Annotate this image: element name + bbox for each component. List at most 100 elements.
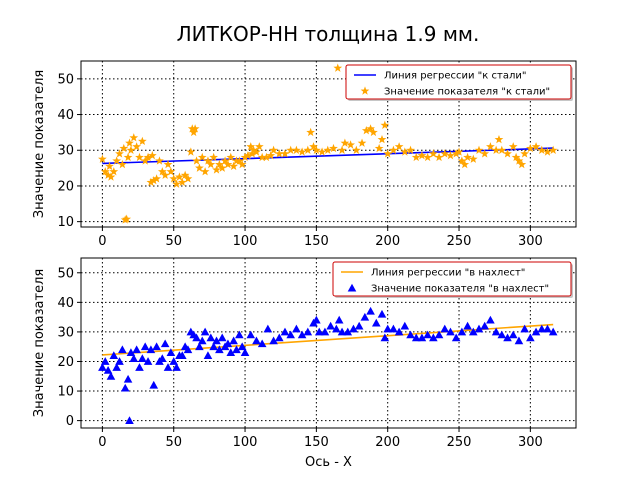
data-point	[123, 152, 133, 162]
data-point	[508, 330, 518, 339]
data-point	[511, 152, 521, 162]
data-point	[346, 140, 355, 149]
data-point	[480, 321, 490, 330]
data-point	[192, 333, 201, 342]
data-point	[100, 167, 110, 176]
data-point	[169, 357, 179, 365]
data-point	[389, 324, 398, 333]
x-tick-label: 150	[304, 435, 329, 450]
data-point	[146, 345, 156, 354]
data-point	[312, 145, 321, 154]
data-point	[463, 321, 472, 330]
data-point	[237, 342, 247, 351]
data-point	[383, 324, 393, 333]
data-point	[303, 145, 313, 154]
x-tick-label: 300	[518, 435, 543, 450]
data-point	[333, 63, 343, 72]
data-point	[200, 327, 210, 336]
data-point	[480, 149, 490, 158]
data-point	[454, 147, 464, 156]
data-point	[137, 136, 147, 146]
data-point	[252, 147, 261, 156]
data-point	[206, 333, 216, 342]
x-tick-label: 50	[165, 234, 182, 249]
data-point	[229, 161, 239, 171]
y-tick-label: 20	[57, 355, 74, 370]
data-point	[155, 156, 164, 165]
data-point	[100, 357, 110, 365]
data-point	[314, 327, 324, 336]
data-point	[200, 167, 210, 176]
data-point	[215, 159, 224, 169]
data-point	[280, 149, 290, 158]
data-point	[166, 348, 176, 357]
data-point	[160, 170, 170, 179]
data-point	[212, 165, 221, 174]
data-point	[343, 327, 353, 336]
data-point	[129, 354, 139, 362]
data-point	[383, 149, 393, 158]
data-point	[292, 145, 301, 154]
data-point	[209, 342, 218, 351]
data-point	[257, 152, 267, 162]
x-tick-label: 200	[375, 234, 400, 249]
data-point	[177, 177, 187, 187]
data-point	[451, 149, 461, 158]
data-point	[274, 333, 284, 342]
x-tick-label: 100	[233, 435, 258, 450]
data-point	[126, 145, 136, 154]
data-point	[317, 147, 327, 156]
x-tick-label: 250	[447, 435, 472, 450]
data-point	[226, 152, 236, 162]
data-point	[140, 342, 150, 351]
data-point	[357, 138, 367, 147]
data-point	[312, 315, 321, 324]
data-point	[406, 145, 415, 154]
data-point	[112, 363, 121, 371]
data-point	[460, 159, 470, 169]
data-point	[531, 142, 541, 151]
data-point	[226, 348, 236, 357]
data-point	[446, 151, 455, 160]
data-point	[531, 327, 541, 336]
data-point	[269, 336, 278, 345]
data-point	[468, 327, 478, 336]
data-point	[517, 159, 527, 169]
data-point	[537, 324, 547, 333]
data-point	[306, 127, 316, 137]
data-point	[380, 120, 390, 129]
data-point	[326, 321, 335, 330]
data-point	[122, 214, 132, 223]
data-point	[371, 318, 381, 327]
data-point	[297, 330, 307, 339]
data-point	[117, 159, 127, 169]
data-point	[417, 151, 427, 160]
data-point	[440, 149, 450, 158]
data-point	[223, 339, 233, 348]
data-point	[146, 177, 156, 187]
data-point	[543, 324, 552, 333]
data-point	[429, 333, 438, 342]
data-point	[320, 327, 330, 336]
data-point	[143, 152, 153, 162]
data-point	[118, 345, 127, 354]
data-point	[197, 336, 207, 345]
data-point	[400, 321, 410, 330]
data-point	[172, 179, 181, 188]
data-point	[175, 172, 184, 181]
data-point	[262, 152, 271, 162]
data-point	[497, 145, 507, 154]
data-point	[286, 330, 295, 339]
data-point	[526, 333, 535, 342]
data-point	[220, 156, 230, 165]
data-point	[203, 156, 213, 165]
data-point	[329, 143, 338, 153]
data-point	[195, 342, 204, 351]
data-point	[235, 330, 244, 339]
data-point	[234, 156, 244, 165]
data-point	[434, 152, 444, 162]
x-tick-label: 100	[233, 234, 258, 249]
data-point	[160, 339, 170, 348]
data-point	[157, 167, 167, 176]
